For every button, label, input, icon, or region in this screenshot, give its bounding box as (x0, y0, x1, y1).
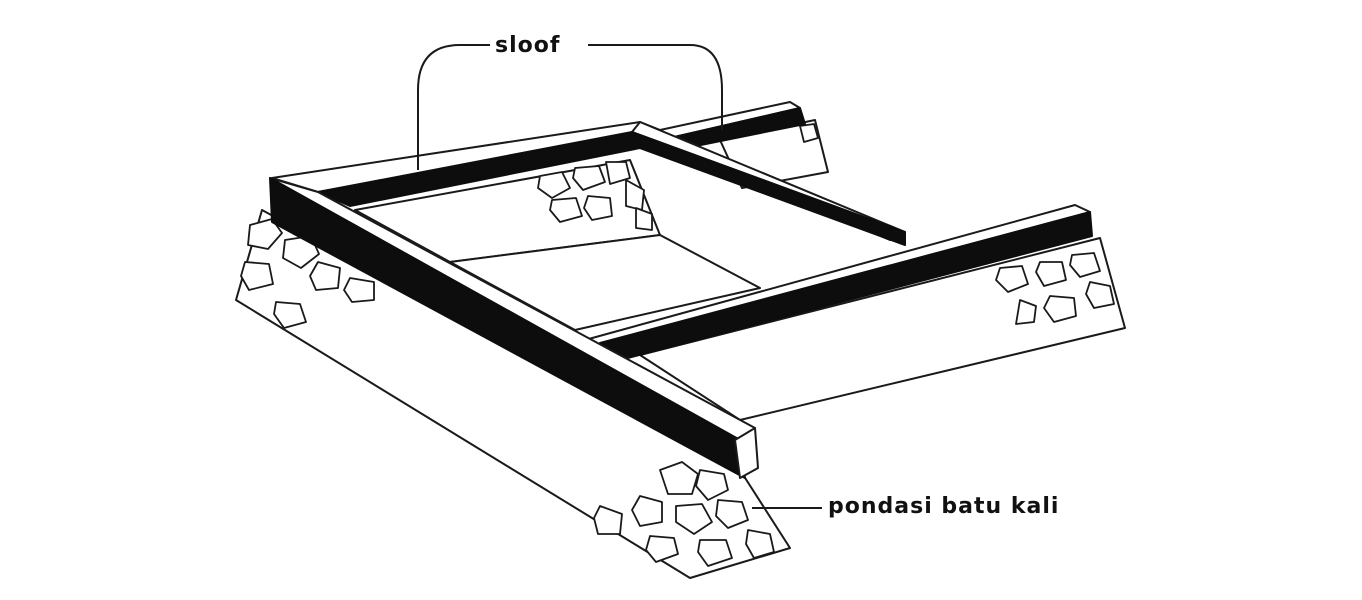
stone (309, 261, 341, 291)
beam-end-face (734, 427, 759, 479)
stone (605, 161, 631, 185)
stone (1085, 281, 1115, 309)
stone (675, 503, 713, 535)
beam-side (269, 177, 746, 479)
stone (1043, 295, 1077, 323)
stone (343, 277, 375, 303)
beam-side (631, 131, 906, 246)
stone (1069, 252, 1101, 278)
stone (583, 195, 613, 221)
stone (659, 461, 699, 495)
stone (247, 218, 283, 250)
stone (1015, 299, 1037, 325)
sloof-label: sloof (495, 33, 560, 58)
stone (240, 261, 274, 291)
stone (697, 539, 733, 567)
pondasi-label: pondasi batu kali (828, 494, 1059, 519)
stone (273, 301, 307, 329)
stone (593, 505, 623, 535)
stones (240, 123, 1115, 567)
sloof-beams (269, 101, 1093, 479)
stone (695, 469, 729, 501)
stone (625, 179, 645, 211)
stone (745, 529, 775, 559)
stone (572, 165, 606, 191)
stone (715, 499, 749, 529)
stone (1035, 261, 1067, 287)
stone (799, 123, 819, 143)
stone (995, 265, 1029, 293)
sloof-leader-line (417, 44, 723, 170)
stone (635, 207, 653, 231)
stone (537, 171, 571, 199)
stone (631, 495, 663, 527)
stone (549, 197, 583, 223)
stone (645, 535, 679, 563)
